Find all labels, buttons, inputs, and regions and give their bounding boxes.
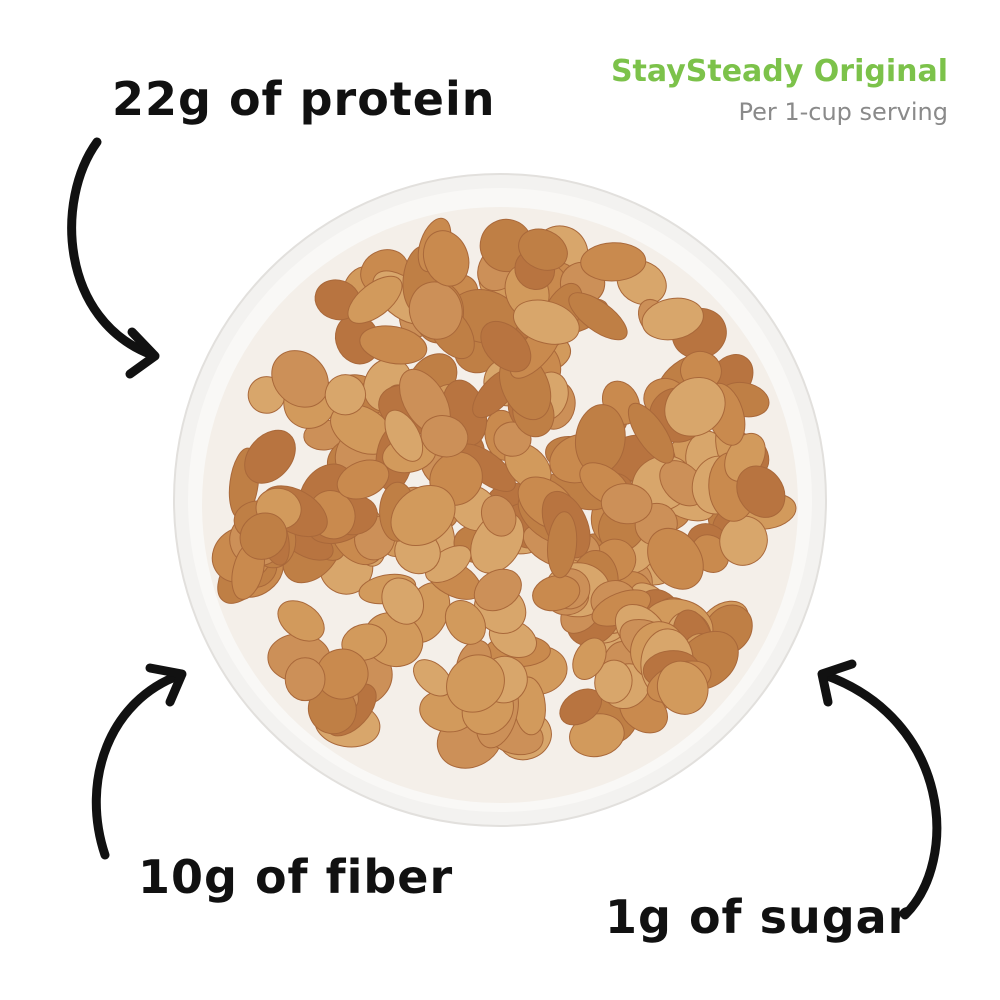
cereal-flake [408, 281, 463, 340]
cereal-flake [420, 415, 469, 458]
cereal-flake [736, 465, 786, 518]
brand-title: StaySteady Original [610, 54, 948, 89]
sugar-callout: 1g of sugar [605, 890, 912, 944]
cereal-flake [664, 376, 726, 437]
cereal-flake [390, 484, 456, 547]
cereal-flake [594, 659, 633, 704]
fiber-callout: 10g of fiber [138, 850, 454, 904]
cereal-flake [336, 459, 390, 500]
cereal-flake [347, 275, 403, 324]
cereal-flake [384, 409, 424, 462]
protein-callout: 22g of protein [112, 72, 496, 126]
cereal-flake [647, 527, 704, 590]
arrow-fiber-icon [91, 663, 187, 860]
cereal-flake [244, 429, 296, 484]
cereal-flake [422, 230, 470, 287]
cereal-flake [719, 515, 768, 566]
cereal-flake [513, 299, 580, 345]
cereal-flake [359, 325, 428, 365]
cereal-flake [473, 568, 522, 612]
cereal-flake [532, 574, 581, 612]
cereal-flake [656, 660, 709, 715]
cereal-flake [627, 402, 675, 464]
cereal-flakes [211, 217, 797, 769]
cereal-flake [580, 242, 647, 282]
cereal-flake [572, 637, 607, 680]
cereal-flake [271, 350, 329, 408]
cereal-flake [480, 494, 517, 537]
cereal-flake [546, 511, 578, 579]
cereal-flake [641, 297, 704, 341]
cereal-flake [277, 600, 325, 642]
cereal-flake [568, 292, 628, 341]
arrow-sugar-icon [817, 659, 942, 920]
cereal-flake [444, 600, 487, 645]
cereal-flake [480, 320, 532, 373]
cereal-flake [284, 657, 326, 702]
cereal-flake [446, 654, 505, 713]
serving-subtitle: Per 1-cup serving [738, 98, 948, 126]
cereal-flake [381, 577, 424, 625]
cereal-flake [324, 374, 367, 416]
cereal-flake [600, 483, 653, 525]
cereal-flake [518, 228, 568, 271]
cereal-flake [239, 512, 288, 560]
arrow-protein-icon [67, 137, 160, 379]
